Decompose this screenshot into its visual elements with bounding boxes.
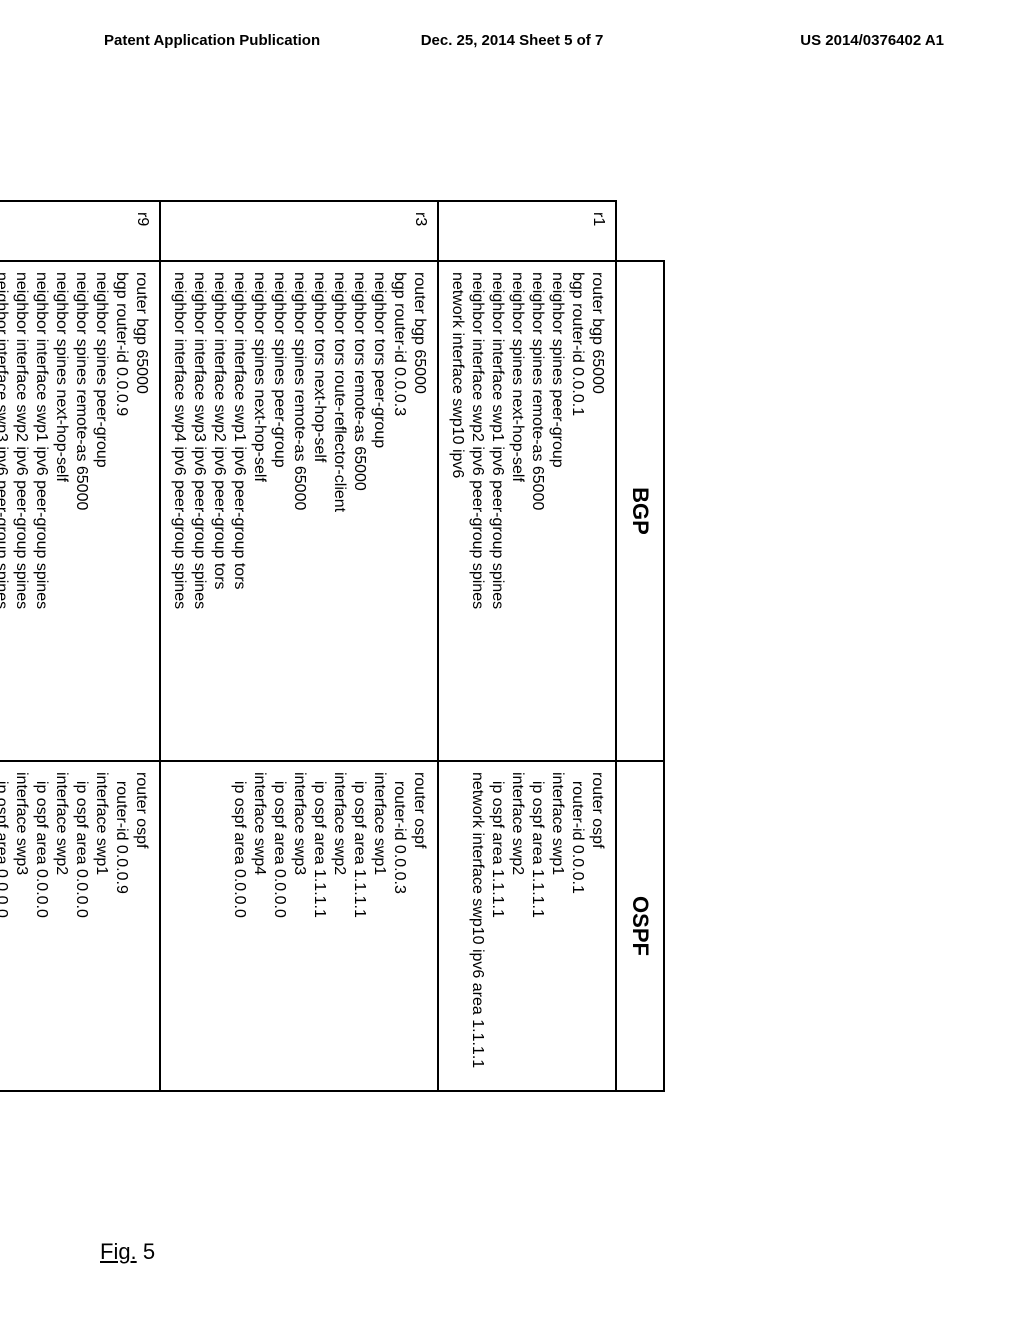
ospf-config-cell: router ospf router-id 0.0.0.9 interface … [0, 761, 160, 1091]
ospf-header: OSPF [616, 761, 664, 1091]
router-id-cell: r1 [438, 201, 616, 261]
figure-number: 5 [143, 1239, 155, 1264]
blank-corner-cell [616, 201, 664, 261]
table-row: r3 router bgp 65000 bgp router-id 0.0.0.… [160, 201, 438, 1091]
bgp-header: BGP [616, 261, 664, 761]
bgp-config-cell: router bgp 65000 bgp router-id 0.0.0.9 n… [0, 261, 160, 761]
table-row: r9 router bgp 65000 bgp router-id 0.0.0.… [0, 201, 160, 1091]
ospf-config-text: router ospf router-id 0.0.0.1 interface … [467, 772, 607, 1080]
figure-prefix: Fig. [100, 1239, 137, 1264]
ospf-config-text: router ospf router-id 0.0.0.9 interface … [0, 772, 151, 1080]
header-row: BGP OSPF [616, 201, 664, 1091]
router-id-cell: r9 [0, 201, 160, 261]
page-header: Dec. 25, 2014 Sheet 5 of 7 Patent Applic… [0, 32, 1024, 49]
figure-label: Fig. 5 [100, 1239, 155, 1265]
rotated-table-container: BGP OSPF r1 router bgp 65000 bgp router-… [0, 200, 665, 1090]
ospf-config-cell: router ospf router-id 0.0.0.3 interface … [160, 761, 438, 1091]
table-row: r1 router bgp 65000 bgp router-id 0.0.0.… [438, 201, 616, 1091]
config-table: BGP OSPF r1 router bgp 65000 bgp router-… [0, 200, 665, 1092]
bgp-config-text: router bgp 65000 bgp router-id 0.0.0.1 n… [447, 272, 607, 750]
bgp-config-cell: router bgp 65000 bgp router-id 0.0.0.3 n… [160, 261, 438, 761]
bgp-config-cell: router bgp 65000 bgp router-id 0.0.0.1 n… [438, 261, 616, 761]
bgp-config-text: router bgp 65000 bgp router-id 0.0.0.9 n… [0, 272, 151, 750]
ospf-config-text: router ospf router-id 0.0.0.3 interface … [229, 772, 429, 1080]
router-id-cell: r3 [160, 201, 438, 261]
ospf-config-cell: router ospf router-id 0.0.0.1 interface … [438, 761, 616, 1091]
bgp-config-text: router bgp 65000 bgp router-id 0.0.0.3 n… [169, 272, 429, 750]
header-center: Dec. 25, 2014 Sheet 5 of 7 [0, 32, 1024, 49]
